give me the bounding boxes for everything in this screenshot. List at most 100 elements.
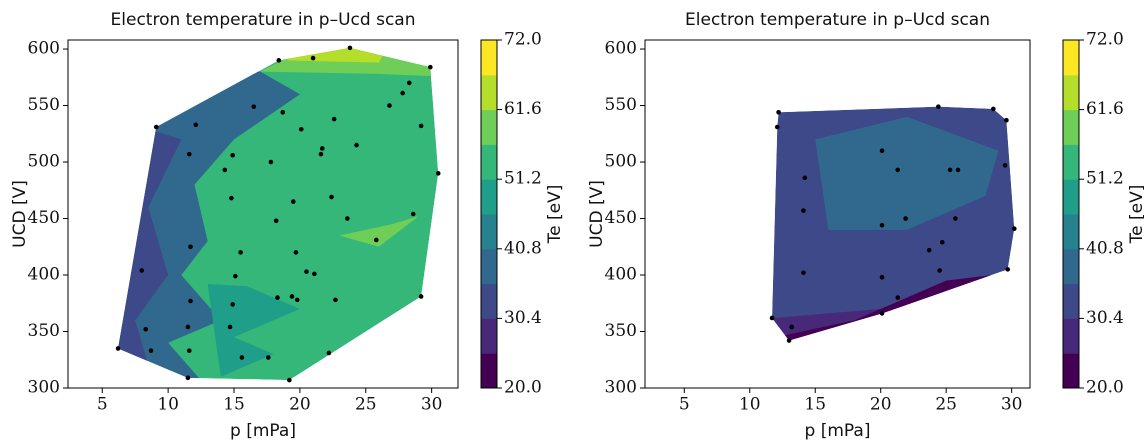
data-point [428,64,433,70]
data-point [879,311,885,316]
data-point [222,167,228,173]
data-point [903,216,908,221]
data-point [148,348,154,354]
contour-fill [118,47,439,381]
x-tick-label: 20 [289,395,311,415]
data-point [287,377,292,383]
data-point [115,346,121,351]
y-tick-label: 300 [605,378,637,398]
y-tick-label: 400 [28,265,60,285]
data-point [230,152,235,158]
data-point [251,104,257,109]
contour-region [339,216,419,247]
data-point [406,80,412,86]
y-tick-label: 550 [28,95,60,115]
data-point [227,324,233,330]
colorbar-band [1063,179,1079,215]
data-point [293,250,299,255]
data-point [1002,163,1008,168]
data-point [289,294,295,299]
data-point [947,167,953,173]
x-tick-label: 30 [1001,395,1023,415]
data-point [1005,267,1011,272]
data-point [418,123,424,129]
data-point [186,348,192,354]
data-point [229,195,234,201]
x-axis-label: p [mPa] [230,421,296,441]
data-point [185,375,191,381]
y-tick-label: 600 [28,39,60,59]
data-point [304,269,309,274]
colorbar-band [481,283,497,319]
data-point [188,244,193,250]
y-tick-label: 450 [28,208,60,228]
data-point [239,355,245,360]
data-point [298,126,304,132]
data-point [936,104,941,109]
colorbar-band [481,214,497,250]
contour-region [118,49,300,381]
colorbar-tick-label: 30.4 [504,308,542,328]
colorbar-tick-label: 40.8 [1086,238,1124,258]
colorbar-band [1063,353,1079,389]
data-point [329,194,334,200]
y-tick-label: 600 [605,39,637,59]
data-point [318,151,324,157]
x-tick-label: 30 [421,395,443,415]
x-tick-label: 25 [355,395,377,415]
x-tick-label: 5 [679,395,690,415]
x-tick-label: 5 [97,395,108,415]
data-point [939,239,945,245]
contour-region [207,284,300,377]
data-point [276,58,282,63]
data-point [331,116,337,122]
data-point [953,216,958,221]
data-point [345,216,350,221]
colorbar-tick-label: 72.0 [504,30,542,50]
data-point [895,167,901,173]
x-tick-label: 15 [223,395,245,415]
colorbar-frame [1062,39,1080,389]
data-point [387,103,392,108]
y-tick-label: 350 [28,321,60,341]
colorbar-band [1063,248,1079,285]
x-tick-label: 10 [157,395,179,415]
contour-fill [772,106,1015,341]
colorbar-tick-label: 40.8 [504,238,542,258]
data-point [193,122,199,128]
contour-region [815,116,999,230]
colorbar-band [1063,283,1079,319]
data-point [233,273,238,279]
data-point [319,146,325,151]
x-tick-label: 15 [804,395,826,415]
data-point [153,124,159,130]
data-point [769,315,775,321]
y-tick-label: 400 [605,265,637,285]
data-point [955,167,961,173]
y-tick-label: 350 [605,321,637,341]
data-point [333,297,338,303]
colorbar-band [1063,214,1079,250]
colorbar-band [481,144,497,180]
colorbar-band [481,318,497,354]
chart-title: Electron temperature in p–Ucd scan [685,10,990,30]
colorbar-label: Te [eV] [1127,185,1144,245]
data-point [294,297,300,303]
y-tick-label: 300 [28,378,60,398]
colorbar-tick-label: 51.2 [504,169,542,189]
data-point [143,326,149,332]
colorbar-tick-label: 20.0 [504,378,542,398]
y-axis-label: UCD [V] [10,180,30,248]
colorbar-tick-label: 51.2 [1086,169,1124,189]
x-tick-label: 20 [870,395,892,415]
y-tick-label: 550 [605,95,637,115]
y-tick-label: 500 [605,152,637,172]
data-point [879,148,885,154]
colorbar-label: Te [eV] [545,185,565,245]
data-point [801,208,806,213]
colorbar-band [1063,144,1079,180]
colorbar-tick-label: 61.6 [1086,99,1124,119]
data-point [188,298,193,304]
colorbar-band [481,353,497,389]
